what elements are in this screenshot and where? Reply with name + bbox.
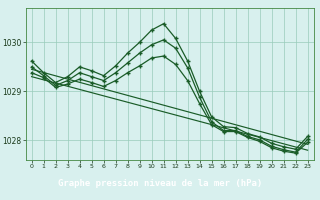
Text: Graphe pression niveau de la mer (hPa): Graphe pression niveau de la mer (hPa) <box>58 178 262 188</box>
